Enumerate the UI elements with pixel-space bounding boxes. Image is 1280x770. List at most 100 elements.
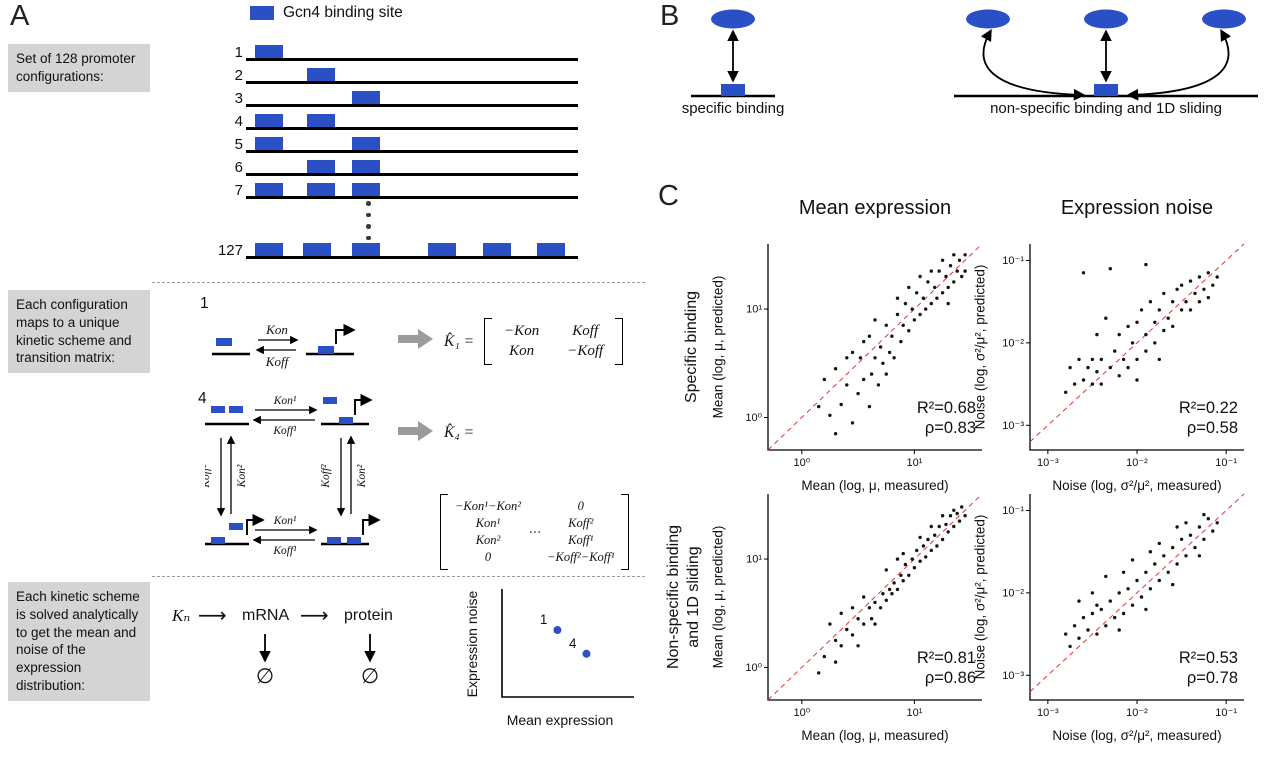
bracket-right (615, 318, 624, 365)
promoter-dna-line (246, 58, 578, 61)
transcription-arrow-icon (246, 513, 265, 535)
analytic-solution-caption: Each kinetic scheme is solved analytical… (8, 582, 150, 701)
maps-to-arrow-icon (398, 329, 433, 349)
scatter-point (1162, 554, 1166, 558)
scatter-point (926, 280, 930, 284)
scatter-point (1077, 357, 1081, 362)
scatter-point (935, 296, 939, 300)
ylabel-noise-nonspecific: Noise (log, σ²/μ², predicted) (972, 514, 988, 680)
scatter-point (884, 598, 888, 602)
miniplot-ylabel: Expression noise (464, 590, 480, 698)
kon1-label: Kon¹ (273, 395, 297, 407)
xlabel-mean-specific: Mean (log, μ, measured) (801, 478, 949, 493)
y-tick-label: 10⁻² (1002, 587, 1024, 599)
tf-block-bound (339, 417, 353, 424)
y-tick-label: 10⁻² (1002, 337, 1024, 349)
tf-block-bound (318, 346, 334, 354)
scatter-point (901, 551, 905, 556)
scatter-point (862, 339, 866, 344)
scatter-point (1179, 308, 1184, 312)
scatter-point (946, 285, 950, 290)
scatter-point (1135, 578, 1139, 583)
promoter-row-number: 7 (234, 182, 243, 199)
scatter-point (929, 269, 933, 273)
kon1-label: Kon¹ (273, 515, 297, 527)
stats-noise-specific: R²=0.22 ρ=0.58 (1088, 398, 1238, 438)
stats-mean-nonspecific: R²=0.81 ρ=0.86 (826, 648, 976, 688)
scatter-point (1068, 365, 1072, 370)
scatter-point (929, 524, 933, 529)
x-tick-label: 10⁰ (793, 457, 810, 469)
xlabel-mean-nonspecific: Mean (log, μ, measured) (801, 728, 949, 743)
gcn4-site-block (255, 114, 283, 127)
scatter-point (915, 548, 919, 553)
row-title-specific: Specific binding (683, 290, 700, 404)
scatter-point (957, 258, 962, 262)
tf-block (216, 338, 232, 346)
matrix-entry: Koff¹ (568, 533, 594, 547)
scatter-point (903, 301, 908, 306)
nonspecific-binding-diagram (954, 9, 1258, 101)
scatter-point (1117, 591, 1121, 595)
stats-mean-specific: R²=0.68 ρ=0.83 (826, 398, 976, 438)
row-title-nonspecific-line1: Non-specific binding (665, 524, 682, 670)
tf-block-bound (347, 537, 361, 544)
y-tick-label: 10⁻³ (1002, 670, 1024, 682)
scatter-point (1072, 382, 1077, 386)
arrow-right-icon: ⟶ (198, 605, 227, 627)
empty-set-symbol: ∅ (255, 665, 275, 688)
scatter-point (1126, 324, 1130, 329)
nonspecific-binding-caption: non-specific binding and 1D sliding (990, 100, 1222, 117)
tf-ellipse (1202, 9, 1246, 29)
gcn4-site-block (307, 68, 335, 81)
scatter-point (1175, 525, 1179, 529)
scatter-point (918, 312, 922, 317)
axes-spines (1029, 494, 1244, 701)
scatter-point (1095, 370, 1099, 374)
scatter-point (895, 557, 900, 561)
scatter-point (1081, 271, 1086, 275)
scatter-point (878, 606, 883, 610)
scatter-noise-nonspecific: 10⁻³ 10⁻² 10⁻¹ 10⁻³ 10⁻² 10⁻¹ (1002, 493, 1245, 719)
scatter-point (845, 627, 849, 632)
scatter-point (873, 356, 877, 360)
scatter-point (1086, 628, 1090, 632)
scatter-point (1202, 287, 1206, 291)
matrix-k1-lhs: K̂₁ = (444, 332, 475, 350)
scatter-point (1215, 521, 1219, 525)
scatter-point (899, 573, 903, 577)
scatter-point (1188, 308, 1193, 312)
transcription-arrow-icon (354, 394, 373, 415)
scatter-point (845, 356, 849, 360)
gcn4-site-block (303, 243, 331, 256)
scatter-point (873, 622, 877, 626)
matrix-entry: 0 (577, 499, 584, 513)
x-tick-label: 10⁻² (1126, 457, 1148, 469)
scatter-point (1215, 275, 1219, 279)
scatter-point (892, 356, 896, 360)
matrix-entry: −Kon¹−Kon² (455, 499, 522, 513)
scatter-point (952, 253, 956, 257)
scatter-point (828, 413, 832, 417)
promoter-dna-line (246, 196, 578, 199)
scatter-point (884, 323, 888, 327)
scatter-point (921, 296, 926, 300)
scatter-point (929, 548, 933, 553)
scatter-point (1108, 365, 1112, 370)
scatter-point (890, 592, 894, 596)
matrix-k4-lhs: K̂₄ = (444, 424, 475, 441)
gcn4-site-block (307, 183, 335, 196)
miniplot-xlabel: Mean expression (506, 712, 614, 728)
scatter-point (1179, 283, 1184, 287)
scatter-point (1121, 570, 1126, 574)
scatter-point (1144, 262, 1148, 267)
row-title-nonspecific: Non-specific binding and 1D sliding (664, 525, 704, 669)
scatter-point (839, 402, 843, 407)
scatter-point (1206, 517, 1210, 521)
scatter-point (858, 356, 863, 360)
scatter-point (884, 568, 888, 572)
scatter-point (862, 595, 866, 599)
koff-label: Koff (265, 354, 291, 369)
scatter-point (1144, 332, 1148, 337)
tf-block-bound (211, 537, 225, 544)
